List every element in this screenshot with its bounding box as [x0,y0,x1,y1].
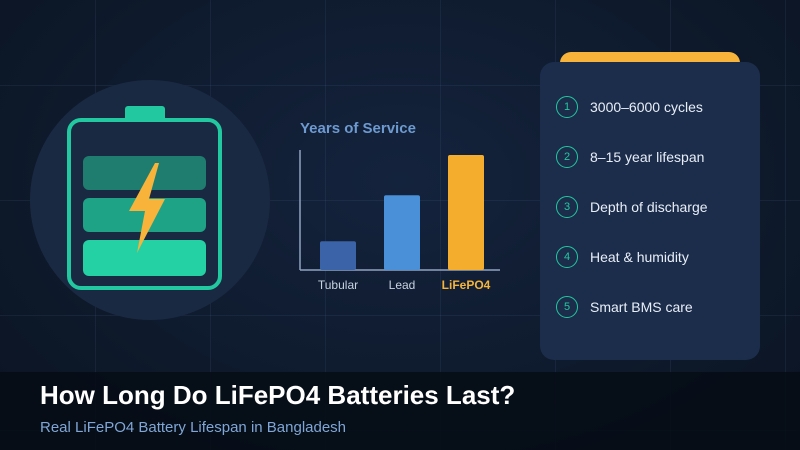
chart-title: Years of Service [300,120,416,137]
feature-item: 4 Heat & humidity [556,245,689,269]
feature-number-badge: 5 [556,296,578,318]
tick-label-lead: Lead [388,278,416,292]
page-title: How Long Do LiFePO4 Batteries Last? [40,380,516,410]
bar-lifepo4 [448,155,484,270]
feature-item: 1 3000–6000 cycles [556,95,703,119]
feature-label: Smart BMS care [590,299,693,315]
feature-item: 5 Smart BMS care [556,295,693,319]
battery-cell-bottom [83,240,206,276]
footer-band [0,372,800,450]
feature-number-badge: 4 [556,246,578,268]
feature-label: Heat & humidity [590,249,689,265]
page-subtitle: Real LiFePO4 Battery Lifespan in Banglad… [40,419,347,436]
feature-number-badge: 3 [556,196,578,218]
feature-label: 3000–6000 cycles [590,99,703,115]
feature-item: 3 Depth of discharge [556,195,708,219]
feature-number-badge: 1 [556,96,578,118]
tick-label-tubular: Tubular [317,278,359,292]
feature-item: 2 8–15 year lifespan [556,145,704,169]
bar-tubular [320,241,356,270]
feature-label: 8–15 year lifespan [590,149,705,165]
tick-label-lifepo4: LiFePO4 [441,278,491,292]
bar-lead [384,195,420,270]
feature-label: Depth of discharge [590,199,708,215]
feature-number-badge: 2 [556,146,578,168]
battery-terminal [125,106,165,120]
lightning-bolt-icon [129,163,165,253]
battery-charging-icon [67,118,222,290]
